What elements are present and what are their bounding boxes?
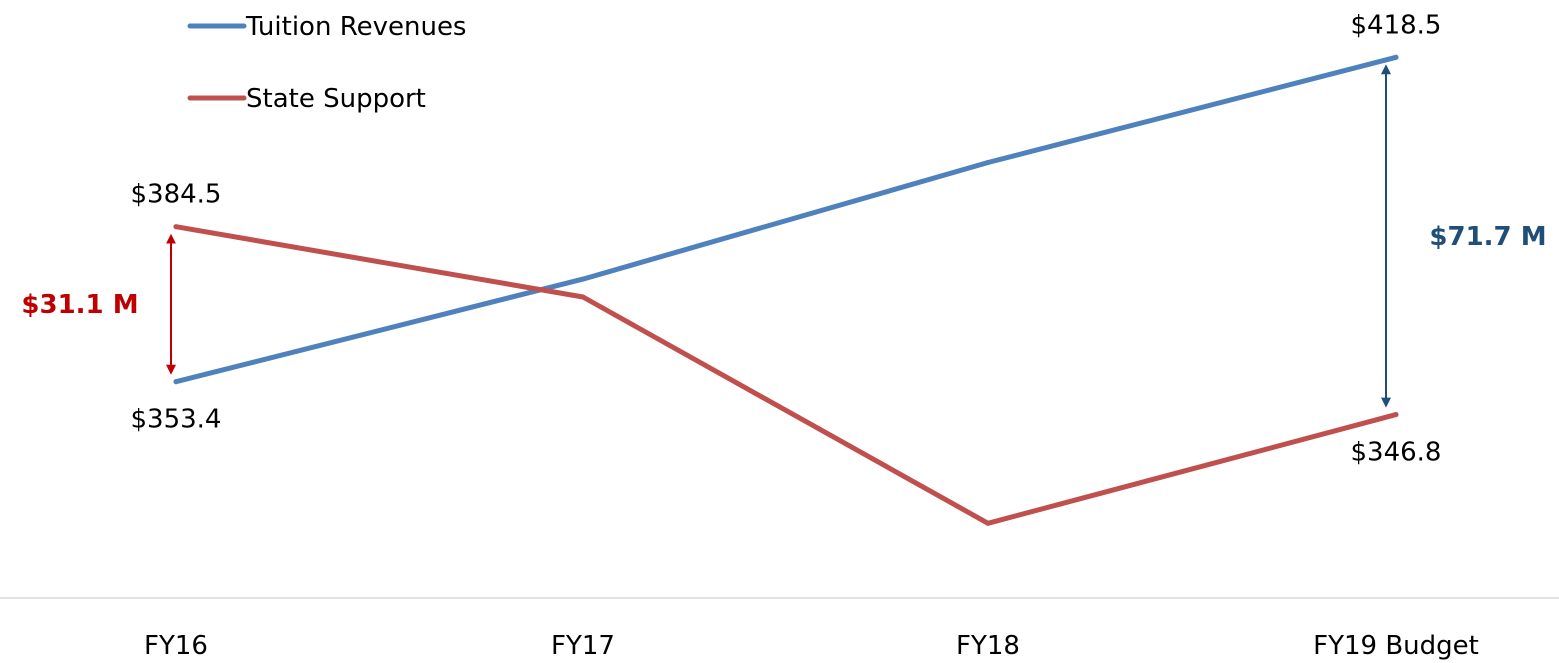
difference-annotation: $31.1 M <box>21 290 138 320</box>
data-label: $384.5 <box>131 180 222 210</box>
legend-label: State Support <box>246 84 426 114</box>
series-line <box>173 224 1399 526</box>
legend-label: Tuition Revenues <box>245 12 466 42</box>
x-tick-label: FY17 <box>551 631 615 661</box>
data-label: $346.8 <box>1351 438 1442 468</box>
data-label: $353.4 <box>131 405 222 435</box>
data-point <box>580 276 586 282</box>
x-tick-label: FY19 Budget <box>1313 631 1479 661</box>
data-point <box>985 520 991 526</box>
data-point <box>1393 412 1399 418</box>
data-label: $418.5 <box>1351 10 1442 40</box>
difference-annotation: $71.7 M <box>1429 222 1546 252</box>
series-line <box>173 54 1399 385</box>
legend: Tuition Revenues State Support <box>187 12 466 114</box>
data-point <box>173 379 179 385</box>
x-tick-label: FY18 <box>956 631 1020 661</box>
data-point <box>173 224 179 230</box>
data-point <box>580 294 586 300</box>
data-point <box>1393 54 1399 60</box>
data-point <box>985 159 991 165</box>
x-tick-label: FY16 <box>144 631 208 661</box>
